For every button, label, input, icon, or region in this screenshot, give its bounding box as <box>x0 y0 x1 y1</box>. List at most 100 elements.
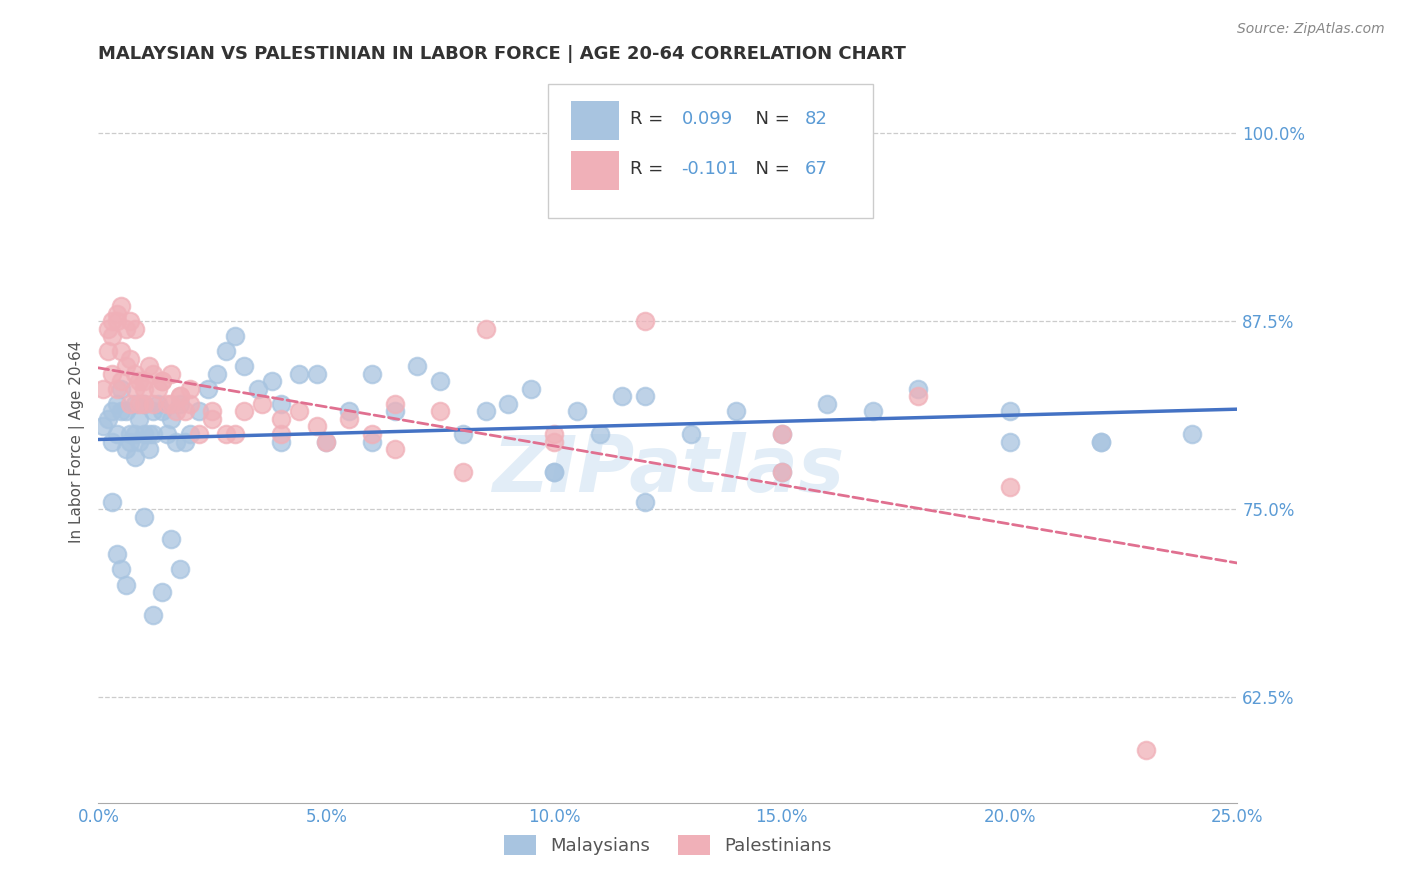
Point <box>337 412 360 426</box>
Point <box>197 382 219 396</box>
Point <box>187 427 209 442</box>
Point <box>101 329 124 343</box>
Point <box>288 367 311 381</box>
Point <box>451 465 474 479</box>
Point <box>770 465 793 479</box>
Point <box>543 434 565 449</box>
Point <box>384 442 406 456</box>
Point <box>169 562 191 576</box>
Point <box>998 404 1021 418</box>
Text: Source: ZipAtlas.com: Source: ZipAtlas.com <box>1237 22 1385 37</box>
Point <box>634 494 657 508</box>
Point <box>565 404 588 418</box>
Point <box>360 434 382 449</box>
Text: N =: N = <box>744 161 796 178</box>
Point <box>201 404 224 418</box>
Y-axis label: In Labor Force | Age 20-64: In Labor Force | Age 20-64 <box>69 341 84 542</box>
Point <box>101 314 124 328</box>
FancyBboxPatch shape <box>571 151 619 190</box>
Point <box>498 397 520 411</box>
Point <box>174 404 197 418</box>
Point <box>215 344 238 359</box>
Point <box>169 389 191 403</box>
Point <box>156 427 179 442</box>
Point <box>679 427 702 442</box>
Point <box>174 434 197 449</box>
Point <box>160 397 183 411</box>
Point <box>101 404 124 418</box>
Point <box>110 375 132 389</box>
Point <box>205 367 228 381</box>
Point <box>91 419 114 434</box>
Point <box>429 375 451 389</box>
Point <box>132 375 155 389</box>
Text: R =: R = <box>630 161 669 178</box>
Point <box>105 397 128 411</box>
Point <box>110 299 132 313</box>
Point <box>105 548 128 562</box>
Point <box>270 434 292 449</box>
Point <box>142 397 165 411</box>
Point <box>270 427 292 442</box>
Point <box>105 307 128 321</box>
Point <box>907 382 929 396</box>
Point <box>770 427 793 442</box>
Point <box>998 480 1021 494</box>
Point <box>142 427 165 442</box>
Point <box>165 404 187 418</box>
Point <box>260 375 283 389</box>
Point <box>815 397 838 411</box>
Point <box>169 397 191 411</box>
Point <box>634 389 657 403</box>
Point <box>101 494 124 508</box>
Point <box>120 427 142 442</box>
Point <box>169 389 191 403</box>
Point <box>429 404 451 418</box>
Text: R =: R = <box>630 110 669 128</box>
Point <box>474 404 496 418</box>
Point <box>224 329 246 343</box>
Point <box>187 404 209 418</box>
Point <box>124 367 146 381</box>
Point <box>124 397 146 411</box>
Point <box>233 359 256 374</box>
Point <box>114 359 136 374</box>
Point <box>201 412 224 426</box>
Point <box>451 427 474 442</box>
Point <box>179 397 201 411</box>
Point <box>110 404 132 418</box>
Point <box>156 397 179 411</box>
Point <box>337 404 360 418</box>
Legend: Malaysians, Palestinians: Malaysians, Palestinians <box>503 835 832 855</box>
Point <box>128 434 150 449</box>
Point <box>288 404 311 418</box>
Point <box>252 397 274 411</box>
Text: MALAYSIAN VS PALESTINIAN IN LABOR FORCE | AGE 20-64 CORRELATION CHART: MALAYSIAN VS PALESTINIAN IN LABOR FORCE … <box>98 45 907 63</box>
Point <box>114 577 136 591</box>
Point <box>634 314 657 328</box>
Point <box>128 397 150 411</box>
Text: 0.099: 0.099 <box>682 110 733 128</box>
Point <box>215 427 238 442</box>
Point <box>124 450 146 464</box>
Point <box>132 382 155 396</box>
Point <box>124 321 146 335</box>
Point <box>543 427 565 442</box>
Point <box>138 359 160 374</box>
Point <box>146 397 169 411</box>
Point <box>142 404 165 418</box>
Point <box>124 382 146 396</box>
Point <box>132 509 155 524</box>
Point <box>360 427 382 442</box>
Point <box>770 427 793 442</box>
Point <box>307 419 329 434</box>
Point <box>543 465 565 479</box>
Point <box>120 397 142 411</box>
Point <box>120 314 142 328</box>
Point <box>406 359 429 374</box>
Point <box>998 434 1021 449</box>
Point <box>114 404 136 418</box>
Point <box>120 434 142 449</box>
Point <box>520 382 543 396</box>
Point <box>725 404 748 418</box>
